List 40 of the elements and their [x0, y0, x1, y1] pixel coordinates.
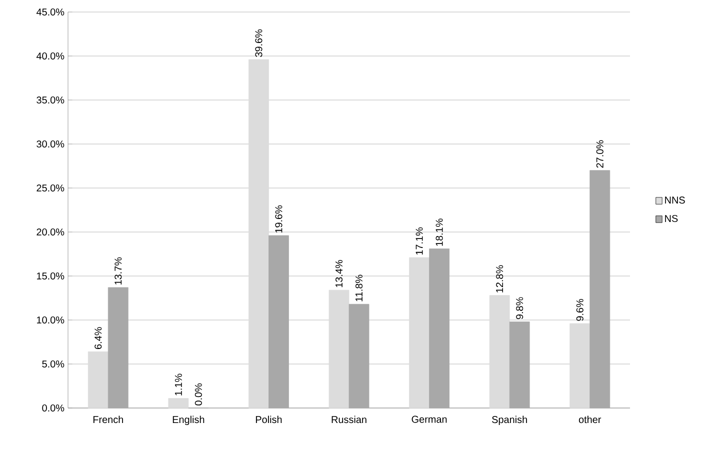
x-tick-label: Russian — [332, 416, 366, 424]
data-label: 39.6% — [255, 29, 262, 57]
bar — [570, 323, 590, 408]
bar — [88, 351, 108, 408]
data-label: 12.8% — [496, 265, 504, 292]
x-tick-label: French — [93, 416, 123, 424]
data-label: 27.0% — [596, 140, 604, 168]
bar — [168, 398, 189, 408]
y-tick-label: 15.0% — [37, 272, 64, 280]
data-label: 6.4% — [94, 327, 102, 349]
bar — [248, 59, 269, 408]
y-tick-label: 10.0% — [37, 316, 64, 324]
x-tick-label: English — [172, 416, 204, 426]
y-tick-label: 5.0% — [42, 360, 64, 368]
data-label: 18.1% — [436, 218, 443, 246]
x-tick-label: Spanish — [492, 416, 527, 426]
bar — [328, 290, 350, 408]
y-tick-label: 35.0% — [36, 96, 64, 104]
data-label: 11.8% — [355, 274, 363, 302]
data-label: 13.7% — [114, 257, 122, 284]
data-label: 1.1% — [174, 374, 182, 396]
x-tick-label: other — [578, 416, 602, 424]
legend-label: NNS — [665, 196, 685, 204]
data-label: 13.4% — [335, 260, 343, 288]
y-tick-label: 0.0% — [42, 404, 64, 412]
bar — [489, 295, 510, 408]
data-label: 9.8% — [516, 297, 524, 320]
data-label: 0.0% — [194, 383, 202, 406]
y-tick-label: 20.0% — [36, 228, 64, 236]
bar — [409, 257, 430, 408]
data-label: 17.1% — [416, 227, 423, 255]
data-label: 9.6% — [576, 298, 584, 321]
y-tick-label: 30.0% — [36, 140, 64, 148]
x-tick-label: German — [412, 416, 447, 423]
data-label: 19.6% — [275, 205, 282, 233]
y-tick-label: 40.0% — [36, 52, 64, 60]
legend-label: NS — [665, 214, 678, 222]
x-tick-label: Polish — [256, 416, 282, 424]
y-tick-label: 25.0% — [36, 184, 64, 192]
y-tick-label: 45.0% — [36, 8, 64, 16]
